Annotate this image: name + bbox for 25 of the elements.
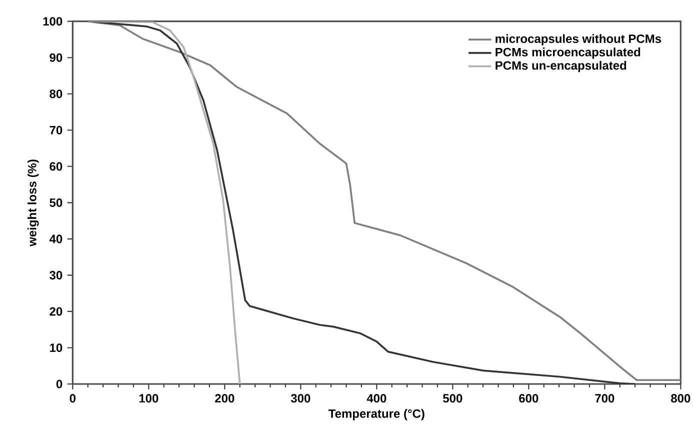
legend-label: PCMs un-encapsulated xyxy=(496,60,626,72)
y-tick-label: 50 xyxy=(50,198,62,207)
y-tick-label: 20 xyxy=(50,307,62,316)
x-axis-title: Temperature (°C) xyxy=(328,409,424,420)
x-tick-label: 800 xyxy=(671,394,690,403)
y-tick-label: 60 xyxy=(50,162,62,171)
y-tick-label: 100 xyxy=(43,17,62,26)
x-tick-label: 400 xyxy=(366,394,386,403)
y-tick-label: 80 xyxy=(50,90,62,98)
x-tick-label: 600 xyxy=(519,394,538,403)
y-tick-label: 0 xyxy=(56,380,62,388)
y-tick-label: 70 xyxy=(50,126,62,134)
x-tick-label: 300 xyxy=(290,394,310,403)
y-tick-label: 30 xyxy=(50,270,62,280)
y-tick-label: 40 xyxy=(49,234,62,244)
y-axis-title: weight loss (%) xyxy=(28,160,39,246)
y-tick-label: 10 xyxy=(50,343,62,352)
legend-label: PCMs microencapsulated xyxy=(496,48,640,59)
x-tick-label: 500 xyxy=(443,394,462,403)
y-tick-label: 90 xyxy=(50,53,62,62)
x-tick-label: 700 xyxy=(595,394,614,403)
x-tick-label: 100 xyxy=(139,394,158,403)
x-tick-label: 0 xyxy=(70,394,76,403)
legend-label: microcapsules without PCMs xyxy=(496,34,662,46)
x-tick-label: 200 xyxy=(215,394,234,403)
